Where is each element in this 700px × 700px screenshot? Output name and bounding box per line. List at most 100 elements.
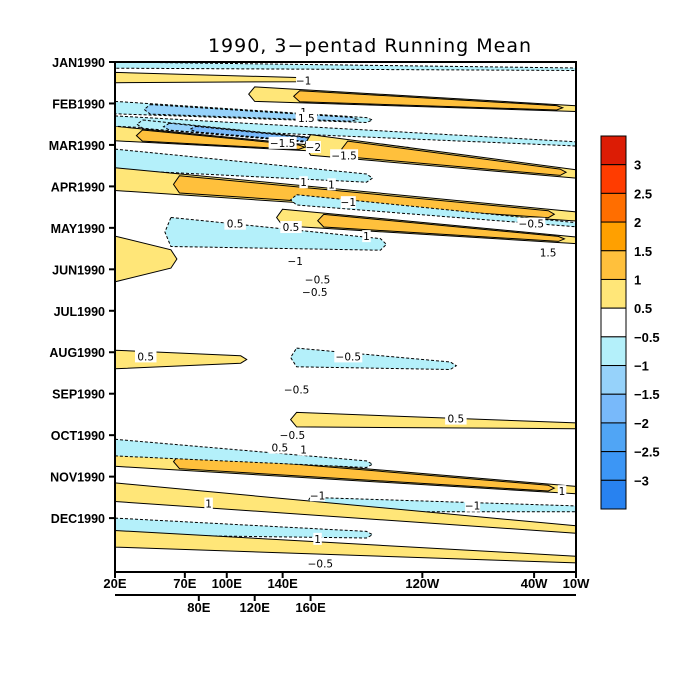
colorbar-label-4: 1 <box>634 272 641 287</box>
contour-label-16: −0.5 <box>302 287 328 299</box>
contour-label-21: −0.5 <box>280 430 306 442</box>
contour-label-24: 1 <box>559 486 566 498</box>
contour-label-bg-23 <box>299 443 308 456</box>
contour-label-29: −0.5 <box>308 559 334 571</box>
contour-band-0-level-0 <box>115 62 576 72</box>
contour-band-8-level-0 <box>115 148 374 183</box>
contour-label-bg-0 <box>296 74 312 87</box>
contour-band-17-level-1 <box>172 453 556 492</box>
y-tick-label-4: MAY1990 <box>51 222 105 236</box>
x-tick-label-2: 100E <box>212 576 243 591</box>
contour-band-12-level-0 <box>164 216 388 251</box>
colorbar: 3 2.5 2 1.5 1 0.5 −0.5 −1 −1.5 −2 −2.5 −3 <box>600 135 660 510</box>
contour-label-7: 1 <box>328 179 335 191</box>
contour-label-bg-3 <box>268 136 297 149</box>
contour-label-bg-8 <box>340 196 356 209</box>
contour-label-bg-20 <box>445 412 467 425</box>
y-tick-label-6: JUL1990 <box>54 305 105 319</box>
x-tick-label-1: 70E <box>173 576 196 591</box>
x2-tick-label-0: 80E <box>187 600 210 615</box>
contour-band-22-level-0 <box>115 529 576 564</box>
x-tick-label-3: 140E <box>267 576 298 591</box>
contour-label-bg-13 <box>537 246 559 259</box>
contour-label-17: 0.5 <box>137 351 154 363</box>
contour-label-14: −1 <box>287 256 302 268</box>
contour-label-bg-16 <box>300 286 329 299</box>
contour-label-18: −0.5 <box>336 351 362 363</box>
contour-label-bg-7 <box>327 178 336 191</box>
y-tick-label-2: MAR1990 <box>49 139 105 153</box>
contour-label-23: 1 <box>300 445 307 457</box>
colorbar-bin-4 <box>600 250 627 280</box>
contour-label-bg-10 <box>280 221 302 234</box>
contour-label-3: −1.5 <box>270 138 296 150</box>
contour-label-bg-4 <box>305 141 321 153</box>
contour-label-bg-9 <box>224 217 246 230</box>
contour-label-bg-17 <box>134 350 157 363</box>
contour-label-6: 1 <box>300 177 307 189</box>
contour-label-bg-5 <box>330 149 359 162</box>
colorbar-label-7: −1 <box>634 359 649 374</box>
x-tick-label-6: 10W <box>563 576 590 591</box>
contour-label-bg-29 <box>306 557 335 570</box>
contour-band-2-level-1 <box>292 90 565 111</box>
colorbar-label-11: −3 <box>634 473 649 488</box>
y-tick-label-7: AUG1990 <box>49 346 105 360</box>
contour-label-13: 1.5 <box>540 248 557 260</box>
contour-label-26: −1 <box>465 501 480 513</box>
colorbar-bin-8 <box>600 365 627 395</box>
contour-label-10: 0.5 <box>283 222 300 234</box>
y-tick-label-3: APR1990 <box>51 180 105 194</box>
contour-band-16-level-0 <box>289 411 576 430</box>
colorbar-label-0: 3 <box>634 158 641 173</box>
contour-label-bg-26 <box>465 499 481 512</box>
contour-label-9: 0.5 <box>227 219 244 231</box>
colorbar-bin-3 <box>600 221 627 252</box>
colorbar-label-8: −1.5 <box>634 387 660 402</box>
contour-label-bg-27 <box>204 497 213 510</box>
colorbar-label-5: 0.5 <box>634 301 652 316</box>
contour-label-20: 0.5 <box>448 414 465 426</box>
x-axis: 20E 70E 100E 140E 120W 40W 10W <box>103 572 590 591</box>
contour-label-22: 0.5 <box>271 443 288 455</box>
contour-label-12: 1 <box>363 231 370 243</box>
colorbar-bin-2 <box>600 192 627 223</box>
contour-band-18-level-0 <box>115 438 374 469</box>
colorbar-bin-0 <box>600 135 627 166</box>
contour-label-11: −0.5 <box>519 219 545 231</box>
contour-band-15-level-0 <box>290 347 458 371</box>
x-tick-label-0: 20E <box>103 576 126 591</box>
colorbar-label-6: −0.5 <box>634 330 660 345</box>
contour-band-7-level-1 <box>341 140 568 176</box>
colorbar-bin-6 <box>600 307 627 338</box>
contour-band-13-level-0 <box>115 235 178 283</box>
colorbar-bin-11 <box>600 451 627 481</box>
contour-label-19: −0.5 <box>284 385 310 397</box>
y-tick-label-8: SEP1990 <box>52 388 105 402</box>
contour-field <box>115 62 576 572</box>
colorbar-label-1: 2.5 <box>634 186 652 201</box>
colorbar-label-10: −2.5 <box>634 445 660 460</box>
contour-label-25: −1 <box>310 490 325 502</box>
contour-label-8: −1 <box>341 197 356 209</box>
y-tick-label-10: NOV1990 <box>50 471 105 485</box>
contour-label-bg-24 <box>557 485 567 498</box>
contour-band-20-level-0 <box>115 482 576 534</box>
x2-tick-label-1: 120E <box>240 600 271 615</box>
y-tick-label-5: JUN1990 <box>52 263 105 277</box>
contour-label-28: 1 <box>314 534 321 546</box>
colorbar-bin-7 <box>600 336 627 367</box>
plot-frame <box>114 61 577 573</box>
contour-label-4: −2 <box>306 142 321 154</box>
contour-label-27: 1 <box>205 499 212 511</box>
colorbar-bin-5 <box>600 278 627 309</box>
y-tick-label-11: DEC1990 <box>51 512 105 526</box>
contour-label-bg-1 <box>299 105 308 118</box>
contour-label-bg-15 <box>303 273 332 286</box>
y-tick-label-9: OCT1990 <box>51 429 105 443</box>
x-tick-label-4: 120W <box>405 576 440 591</box>
contour-label-bg-12 <box>362 230 371 243</box>
contour-label-2: 1.5 <box>298 113 315 125</box>
contour-label-15: −0.5 <box>305 275 331 287</box>
